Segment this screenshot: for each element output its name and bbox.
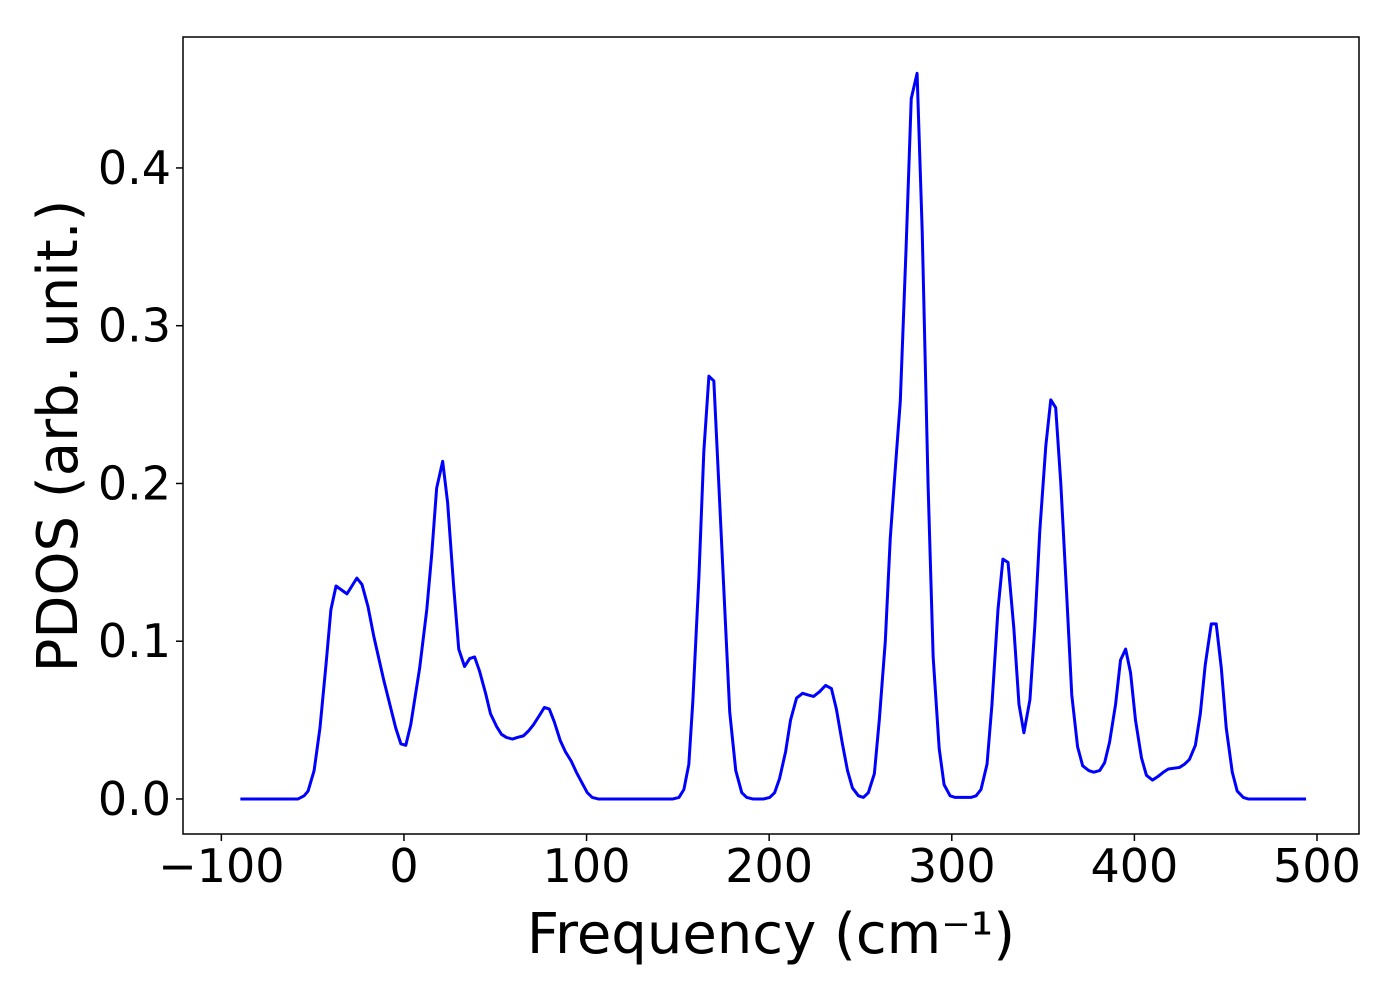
y-tick-label: 0.3 xyxy=(98,299,171,353)
x-tick-label: 300 xyxy=(908,839,996,893)
x-tick-label: 200 xyxy=(725,839,813,893)
x-tick-label: 0 xyxy=(389,839,418,893)
x-tick-label: 500 xyxy=(1273,839,1361,893)
x-tick-label: −100 xyxy=(158,839,284,893)
plot-frame xyxy=(182,36,1360,835)
x-tick-label: 400 xyxy=(1090,839,1178,893)
x-tick-label: 100 xyxy=(543,839,631,893)
y-axis-label: PDOS (arb. unit.) xyxy=(26,200,91,673)
x-axis-label: Frequency (cm⁻¹) xyxy=(527,902,1015,967)
y-tick-label: 0.0 xyxy=(98,772,171,826)
y-tick-label: 0.2 xyxy=(98,456,171,510)
data-line xyxy=(240,71,1307,801)
y-tick-label: 0.4 xyxy=(98,141,171,195)
y-tick-label: 0.1 xyxy=(98,614,171,668)
